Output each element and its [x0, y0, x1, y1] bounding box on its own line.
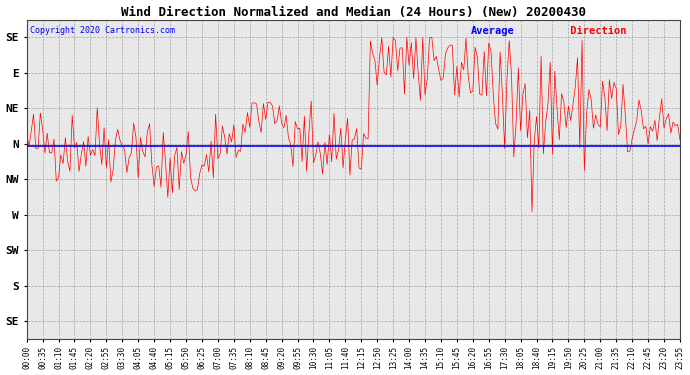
Text: Copyright 2020 Cartronics.com: Copyright 2020 Cartronics.com — [30, 26, 175, 35]
Text: Average: Average — [471, 26, 515, 36]
Text: Direction: Direction — [564, 26, 627, 36]
Title: Wind Direction Normalized and Median (24 Hours) (New) 20200430: Wind Direction Normalized and Median (24… — [121, 6, 586, 18]
